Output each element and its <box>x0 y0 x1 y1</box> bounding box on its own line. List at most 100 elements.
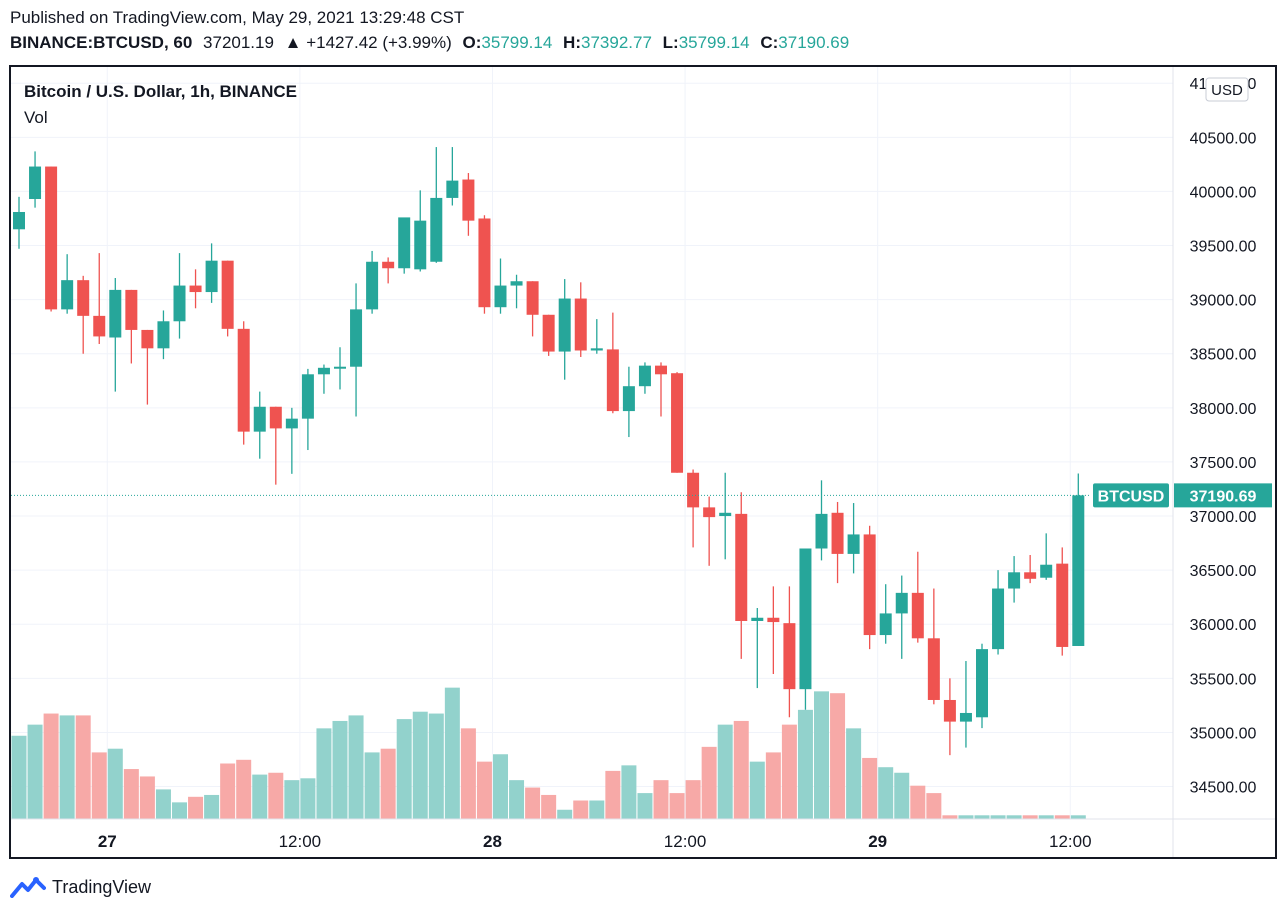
candle <box>863 525 876 650</box>
volume-bar <box>701 746 717 819</box>
candle <box>895 575 908 659</box>
currency-badge-label: USD <box>1211 82 1243 99</box>
price-chart[interactable]: 34500.00 35000.00 35500.00 36000.00 36500.00… <box>11 67 1275 857</box>
candle <box>317 364 330 394</box>
volume-bar <box>910 785 926 819</box>
volume-bar <box>364 752 380 819</box>
candle <box>558 279 571 380</box>
volume-bar <box>155 789 171 819</box>
tradingview-logo-icon <box>10 877 46 898</box>
volume-bar <box>460 728 476 819</box>
high-value: 37392.77 <box>581 33 652 52</box>
volume-bar <box>573 800 589 819</box>
volume-bar <box>621 765 637 819</box>
volume-bar <box>91 752 107 819</box>
candle <box>61 254 74 314</box>
volume-bar <box>862 757 878 819</box>
volume-bar <box>781 724 797 819</box>
candle <box>783 586 796 718</box>
volume-bar <box>958 815 974 819</box>
candle-body <box>29 166 42 200</box>
candle-body <box>237 328 250 432</box>
candle-body <box>446 180 459 198</box>
candle <box>301 368 314 451</box>
volume-bar <box>749 761 765 819</box>
candle <box>927 588 940 705</box>
volume-bar <box>878 767 894 819</box>
candle <box>462 173 475 236</box>
candle-body <box>911 592 924 639</box>
candle-body <box>205 260 218 293</box>
volume-bar <box>428 713 444 819</box>
candle-body <box>526 281 539 315</box>
candle-body <box>735 513 748 621</box>
volume-bar <box>123 769 139 819</box>
footer-brand: TradingView <box>52 876 152 897</box>
candle-body <box>927 638 940 700</box>
volume-bar <box>557 809 573 819</box>
volume-bar <box>348 715 364 819</box>
currency-badge[interactable]: USD <box>1205 77 1249 102</box>
y-tick-label: 39000.00 <box>1190 293 1257 310</box>
candle-body <box>253 406 266 432</box>
volume-bar <box>236 759 252 819</box>
volume-bar <box>669 793 685 819</box>
candle <box>446 147 459 206</box>
volume-bar <box>830 693 846 819</box>
volume-bar <box>717 724 733 819</box>
candle-body <box>77 280 90 316</box>
candle <box>655 362 667 417</box>
volume-bar <box>605 770 621 819</box>
candle <box>189 269 202 309</box>
candle-body <box>751 617 764 621</box>
candle-body <box>1040 564 1053 578</box>
chart-frame[interactable]: 34500.00 35000.00 35500.00 36000.00 36500.00… <box>9 65 1277 859</box>
candle <box>719 472 732 560</box>
candles <box>13 147 1085 756</box>
candle <box>253 391 266 459</box>
candle-body <box>831 512 844 554</box>
candle <box>1072 473 1085 646</box>
candle <box>221 260 234 337</box>
last-price-tag: BTCUSD 37190.69 <box>11 483 1272 508</box>
candle <box>285 407 298 474</box>
candle-body <box>462 179 475 221</box>
volume-bar <box>300 778 316 819</box>
candle <box>879 584 892 644</box>
candle-body <box>767 617 780 623</box>
candle-body <box>269 406 282 429</box>
x-tick-label: 12:00 <box>1049 832 1092 851</box>
candle-body <box>109 289 122 338</box>
candle <box>237 321 250 445</box>
candle-body <box>382 261 395 269</box>
candle <box>847 503 860 574</box>
volume-bars <box>11 687 1086 819</box>
candle-body <box>350 309 363 367</box>
candle-body <box>285 418 298 429</box>
candle <box>735 492 748 659</box>
candle <box>125 289 138 364</box>
y-tick-label: 38000.00 <box>1190 401 1257 418</box>
candle-body <box>478 218 491 308</box>
candle-body <box>783 623 796 690</box>
volume-label: Vol <box>24 108 48 127</box>
candle <box>703 496 716 566</box>
candle-body <box>847 534 860 554</box>
candle-body <box>606 349 619 412</box>
candle <box>622 366 635 438</box>
volume-bar <box>11 735 27 819</box>
candle <box>205 243 218 303</box>
grid-lines <box>11 67 1173 819</box>
open-value: 35799.14 <box>481 33 553 52</box>
candle-body <box>542 314 555 352</box>
candle-body <box>93 315 106 337</box>
x-tick-label: 12:00 <box>279 832 322 851</box>
candle-body <box>703 507 716 518</box>
volume-bar <box>733 720 749 819</box>
candle-body <box>799 548 812 690</box>
y-tick-label: 38500.00 <box>1190 347 1257 364</box>
volume-bar <box>75 715 91 819</box>
candle-body <box>1024 572 1037 579</box>
published-line: Published on TradingView.com, May 29, 20… <box>10 8 465 27</box>
candle <box>366 250 379 314</box>
